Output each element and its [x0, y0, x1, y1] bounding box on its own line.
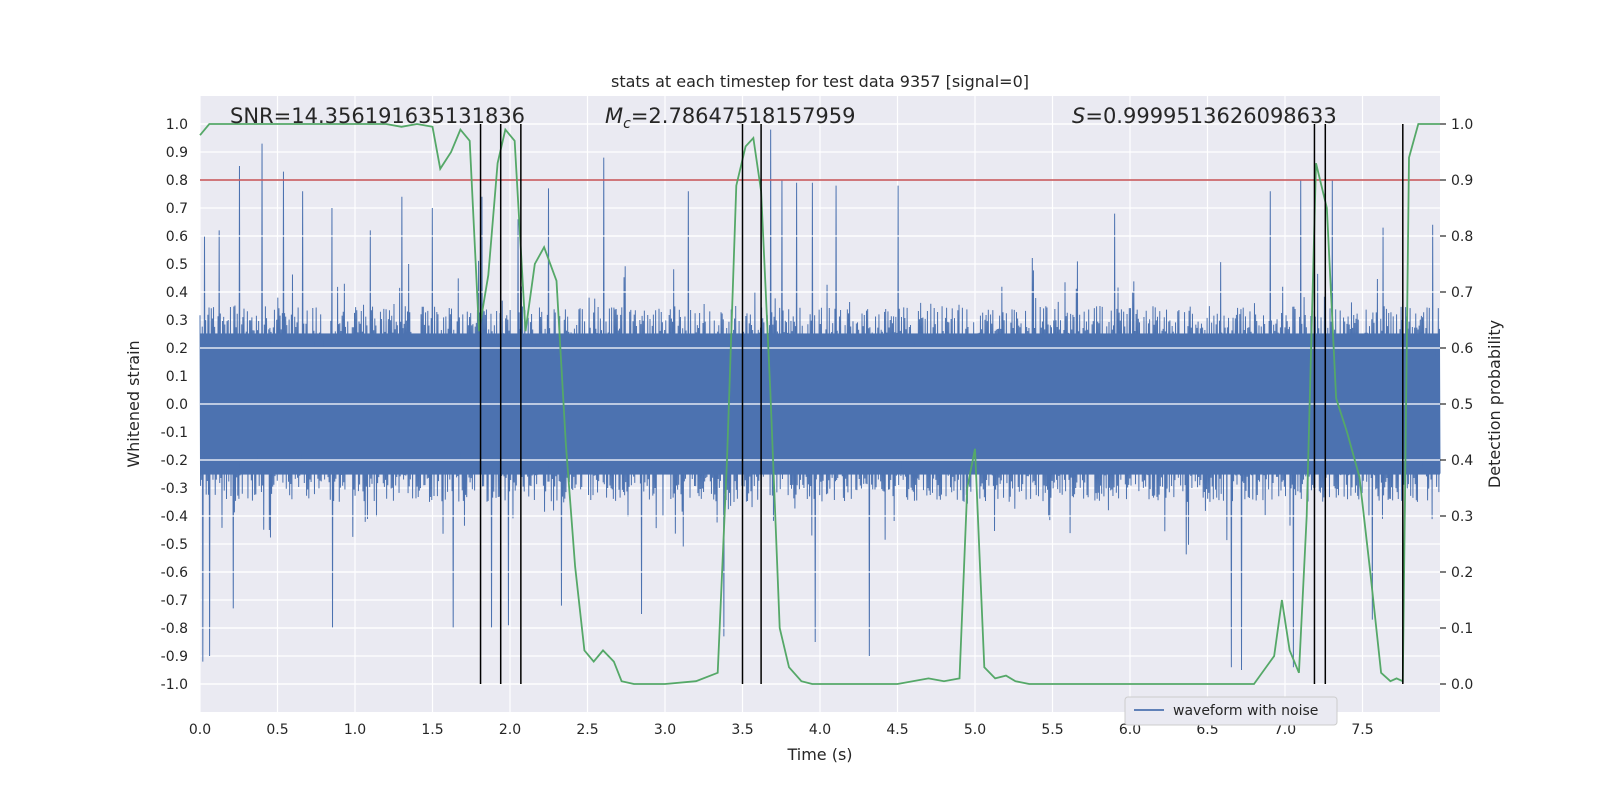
- y-tick-label--0.6: -0.6: [161, 565, 188, 581]
- x-tick-label-3.0: 3.0: [654, 722, 676, 738]
- y2-tick-label-0.4: 0.4: [1451, 453, 1473, 469]
- legend: waveform with noise: [1124, 696, 1338, 726]
- x-axis-ticks: 0.0 0.5 1.0 1.5 2.0 2.5 3.0 3.5 4.0 4.5 5.0 5.5 6.0 6…: [189, 722, 1374, 738]
- legend-box: [1124, 696, 1338, 726]
- x-tick-label-7.0: 7.0: [1274, 722, 1296, 738]
- y2-tick-label-0.3: 0.3: [1451, 509, 1473, 525]
- y-tick-label--1.0: -1.0: [161, 677, 188, 693]
- y-axis-ticks: 1.0 0.9 0.8 0.7 0.6 0.5 0.4 0.3 0.2 0.1 0.0 -0.1 -0.…: [161, 117, 188, 693]
- x-tick-label-5.5: 5.5: [1041, 722, 1063, 738]
- x-tick-label-1.0: 1.0: [344, 722, 366, 738]
- detection-probability-line: [199, 123, 1440, 685]
- x-tick-label-5.0: 5.0: [964, 722, 986, 738]
- y-tick-label--0.5: -0.5: [161, 537, 188, 553]
- x-tick-label-2.0: 2.0: [499, 722, 521, 738]
- x-tick-label-4.0: 4.0: [809, 722, 831, 738]
- y-tick-label-0.1: 0.1: [166, 369, 188, 385]
- y2-tick-label-0.0: 0.0: [1451, 677, 1473, 693]
- y-tick-label-0.7: 0.7: [166, 201, 188, 217]
- y-tick-label-0.9: 0.9: [166, 145, 188, 161]
- y-tick-label--0.2: -0.2: [161, 453, 188, 469]
- y-tick-label--0.9: -0.9: [161, 649, 188, 665]
- x-tick-label-6.0: 6.0: [1119, 722, 1141, 738]
- chart-title: stats at each timestep for test data 935…: [611, 72, 1029, 91]
- y-tick-label-0.0: 0.0: [166, 397, 188, 413]
- y-axis-label: Whitened strain: [124, 340, 143, 467]
- y-tick-label-0.3: 0.3: [166, 313, 188, 329]
- mc-subscript: c: [623, 116, 631, 132]
- x-tick-label-0.0: 0.0: [189, 722, 211, 738]
- snr-annotation: SNR=14.356191635131836: [230, 104, 525, 128]
- mc-symbol: M: [605, 104, 623, 128]
- y2-tick-label-0.8: 0.8: [1451, 229, 1473, 245]
- y-tick-label--0.3: -0.3: [161, 481, 188, 497]
- y-tick-label--0.1: -0.1: [161, 425, 188, 441]
- legend-label: waveform with noise: [1173, 703, 1318, 719]
- y2-tick-label-0.6: 0.6: [1451, 341, 1473, 357]
- y2-axis-ticks: 1.0 0.9 0.8 0.7 0.6 0.5 0.4 0.3 0.2 0.1 0.0: [1440, 117, 1473, 693]
- x-tick-label-7.5: 7.5: [1351, 722, 1373, 738]
- mc-value: =2.78647518157959: [631, 104, 856, 128]
- x-axis-label: Time (s): [786, 745, 852, 764]
- x-tick-label-4.5: 4.5: [886, 722, 908, 738]
- s-value: =0.9999513626098633: [1085, 104, 1336, 128]
- y2-tick-label-0.2: 0.2: [1451, 565, 1473, 581]
- x-tick-label-0.5: 0.5: [266, 722, 288, 738]
- x-tick-label-1.5: 1.5: [421, 722, 443, 738]
- y-tick-label--0.7: -0.7: [161, 593, 188, 609]
- y-tick-label-0.4: 0.4: [166, 285, 188, 301]
- waveform-line: [199, 129, 1441, 671]
- y-tick-label--0.4: -0.4: [161, 509, 188, 525]
- detection-markers: [479, 124, 1404, 684]
- s-symbol: S: [1072, 104, 1085, 128]
- y2-tick-label-0.1: 0.1: [1451, 621, 1473, 637]
- y-tick-label-0.6: 0.6: [166, 229, 188, 245]
- y2-tick-label-0.7: 0.7: [1451, 285, 1473, 301]
- y-tick-label--0.8: -0.8: [161, 621, 188, 637]
- y-tick-label-0.5: 0.5: [166, 257, 188, 273]
- y-tick-label-0.8: 0.8: [166, 173, 188, 189]
- x-tick-label-6.5: 6.5: [1196, 722, 1218, 738]
- y2-tick-label-0.9: 0.9: [1451, 173, 1473, 189]
- y2-tick-label-1.0: 1.0: [1451, 117, 1473, 133]
- chirp-mass-annotation: Mc=2.78647518157959: [605, 104, 856, 132]
- score-annotation: S=0.9999513626098633: [1072, 104, 1337, 128]
- y-tick-label-1.0: 1.0: [166, 117, 188, 133]
- y2-tick-label-0.5: 0.5: [1451, 397, 1473, 413]
- y-tick-label-0.2: 0.2: [166, 341, 188, 357]
- y2-axis-label: Detection probability: [1485, 320, 1504, 488]
- x-tick-label-3.5: 3.5: [731, 722, 753, 738]
- x-tick-label-2.5: 2.5: [576, 722, 598, 738]
